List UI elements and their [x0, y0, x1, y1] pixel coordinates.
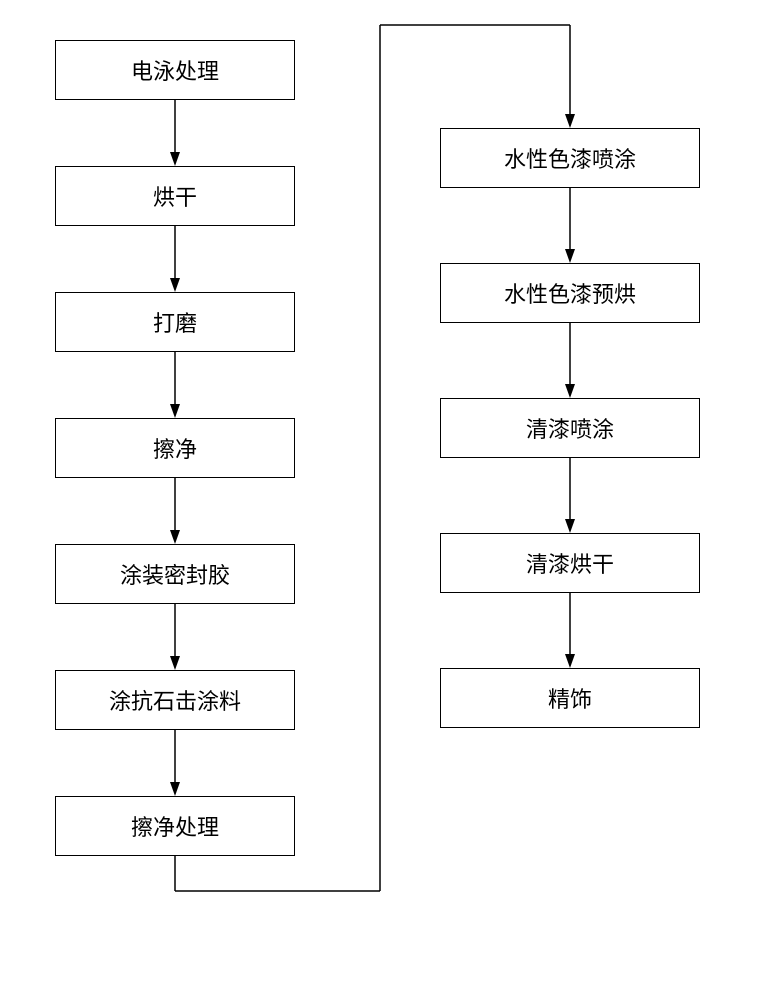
- flow-node-n9: 水性色漆预烘: [440, 263, 700, 323]
- flow-node-label: 涂装密封胶: [120, 558, 230, 590]
- flow-node-label: 烘干: [153, 180, 197, 212]
- flow-node-label: 涂抗石击涂料: [109, 684, 241, 716]
- flow-node-n3: 打磨: [55, 292, 295, 352]
- flow-node-n2: 烘干: [55, 166, 295, 226]
- flow-node-n5: 涂装密封胶: [55, 544, 295, 604]
- flow-node-label: 擦净处理: [131, 810, 219, 842]
- flow-node-n6: 涂抗石击涂料: [55, 670, 295, 730]
- flow-node-n11: 清漆烘干: [440, 533, 700, 593]
- flow-node-label: 清漆喷涂: [526, 412, 614, 444]
- flow-node-n7: 擦净处理: [55, 796, 295, 856]
- flow-node-n10: 清漆喷涂: [440, 398, 700, 458]
- flow-node-n8: 水性色漆喷涂: [440, 128, 700, 188]
- flow-node-label: 水性色漆预烘: [504, 277, 636, 309]
- flow-node-n4: 擦净: [55, 418, 295, 478]
- flow-node-n12: 精饰: [440, 668, 700, 728]
- flow-node-label: 精饰: [548, 682, 592, 714]
- flow-node-label: 电泳处理: [131, 54, 219, 86]
- flow-node-n1: 电泳处理: [55, 40, 295, 100]
- flow-node-label: 擦净: [153, 432, 197, 464]
- flow-node-label: 水性色漆喷涂: [504, 142, 636, 174]
- flow-node-label: 清漆烘干: [526, 547, 614, 579]
- flow-node-label: 打磨: [153, 306, 197, 338]
- flowchart-canvas: 电泳处理烘干打磨擦净涂装密封胶涂抗石击涂料擦净处理 水性色漆喷涂水性色漆预烘清漆喷…: [0, 0, 758, 1000]
